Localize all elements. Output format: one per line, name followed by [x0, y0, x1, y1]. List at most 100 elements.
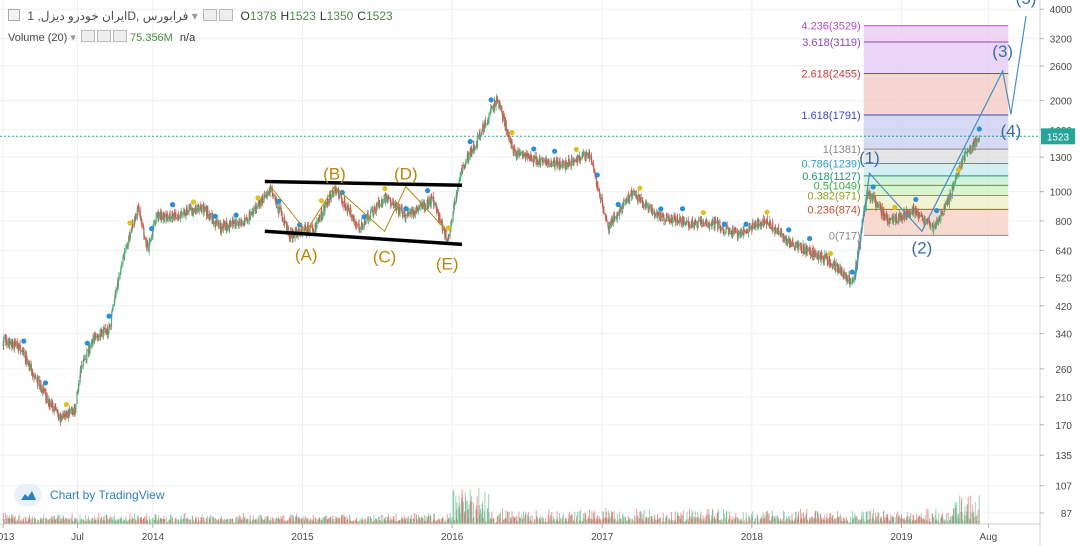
volume-bar — [802, 512, 804, 524]
candle-body — [52, 403, 54, 412]
candle-body — [289, 238, 291, 239]
candle-body — [796, 241, 798, 248]
candle-body — [250, 211, 252, 216]
volume-bar — [222, 519, 224, 524]
candle-body — [726, 225, 728, 228]
candle-body — [372, 211, 374, 216]
candle-body — [340, 194, 343, 199]
candle-body — [605, 215, 607, 219]
candle-body — [639, 197, 641, 199]
candle-body — [119, 273, 121, 276]
volume-bar — [969, 495, 971, 524]
volume-bar — [577, 522, 579, 524]
volume-bar — [482, 518, 484, 524]
candle-body — [640, 197, 642, 199]
candle-body — [871, 196, 873, 202]
candle-body — [280, 206, 282, 210]
candle-body — [561, 161, 564, 168]
candle-body — [499, 103, 501, 107]
candle-body — [533, 156, 535, 163]
volume-bar — [407, 515, 409, 524]
candle-body — [347, 206, 349, 213]
candle-body — [513, 147, 515, 150]
candle-body — [184, 212, 186, 216]
candle-body — [399, 207, 401, 214]
candle-body — [151, 235, 153, 240]
candle-body — [281, 211, 283, 217]
volume-bar — [525, 522, 527, 524]
candle-body — [514, 147, 516, 154]
candle-body — [86, 350, 88, 351]
candle-body — [916, 208, 918, 216]
volume-bar — [809, 517, 811, 524]
volume-bar — [316, 519, 318, 524]
candle-body — [757, 221, 759, 227]
candle-body — [819, 255, 821, 259]
candle-body — [417, 208, 420, 212]
candle-body — [470, 149, 472, 156]
volume-bar — [206, 516, 208, 524]
candle-body — [17, 345, 20, 350]
volume-bar — [596, 514, 598, 524]
volume-bar — [674, 511, 676, 524]
candle-body — [577, 155, 579, 159]
volume-bar — [339, 517, 341, 524]
volume-bar — [673, 520, 675, 524]
volume-bar — [652, 518, 654, 524]
volume-bar — [924, 514, 926, 524]
volume-bar — [774, 519, 776, 524]
candle-body — [677, 221, 680, 224]
candle-body — [676, 218, 678, 223]
volume-bar — [700, 511, 702, 524]
volume-bar — [338, 517, 340, 524]
volume-bar — [669, 520, 671, 524]
volume-bar — [296, 513, 298, 524]
volume-bar — [60, 518, 62, 524]
candle-body — [125, 246, 127, 249]
volume-bar — [648, 509, 650, 524]
candle-body — [696, 221, 698, 225]
volume-bar — [887, 516, 889, 524]
volume-bar — [807, 519, 809, 524]
candle-body — [39, 385, 41, 390]
volume-bar — [267, 515, 269, 524]
volume-bar — [161, 519, 163, 524]
candle-body — [452, 211, 454, 216]
volume-bar — [926, 508, 928, 524]
volume-bar — [811, 518, 813, 524]
volume-bar — [812, 517, 814, 524]
candle-body — [784, 236, 786, 241]
volume-bar — [692, 512, 694, 524]
volume-bar — [832, 520, 834, 524]
candle-body — [257, 201, 259, 207]
candle-body — [720, 228, 722, 230]
candle-body — [689, 225, 691, 227]
volume-bar — [670, 511, 672, 524]
volume-bar — [454, 520, 456, 524]
candle-body — [27, 361, 29, 366]
candle-body — [228, 222, 231, 230]
candle-body — [402, 211, 404, 217]
candle-body — [22, 349, 24, 351]
candle-body — [464, 165, 466, 167]
volume-bar — [682, 514, 684, 524]
volume-bar — [446, 513, 448, 524]
candle-body — [795, 246, 797, 249]
volume-bar — [258, 515, 260, 524]
candle-body — [901, 217, 903, 218]
candle-body — [818, 255, 820, 260]
candle-body — [363, 225, 365, 227]
candle-body — [430, 197, 432, 205]
candle-body — [591, 161, 593, 164]
volume-bar — [825, 517, 827, 524]
candle-body — [909, 214, 912, 216]
volume-bar — [136, 515, 138, 524]
volume-bar — [247, 518, 249, 524]
volume-bar — [215, 519, 217, 524]
candle-body — [201, 205, 203, 211]
volume-bar — [313, 518, 315, 524]
candle-body — [592, 163, 595, 170]
candle-body — [811, 248, 814, 256]
